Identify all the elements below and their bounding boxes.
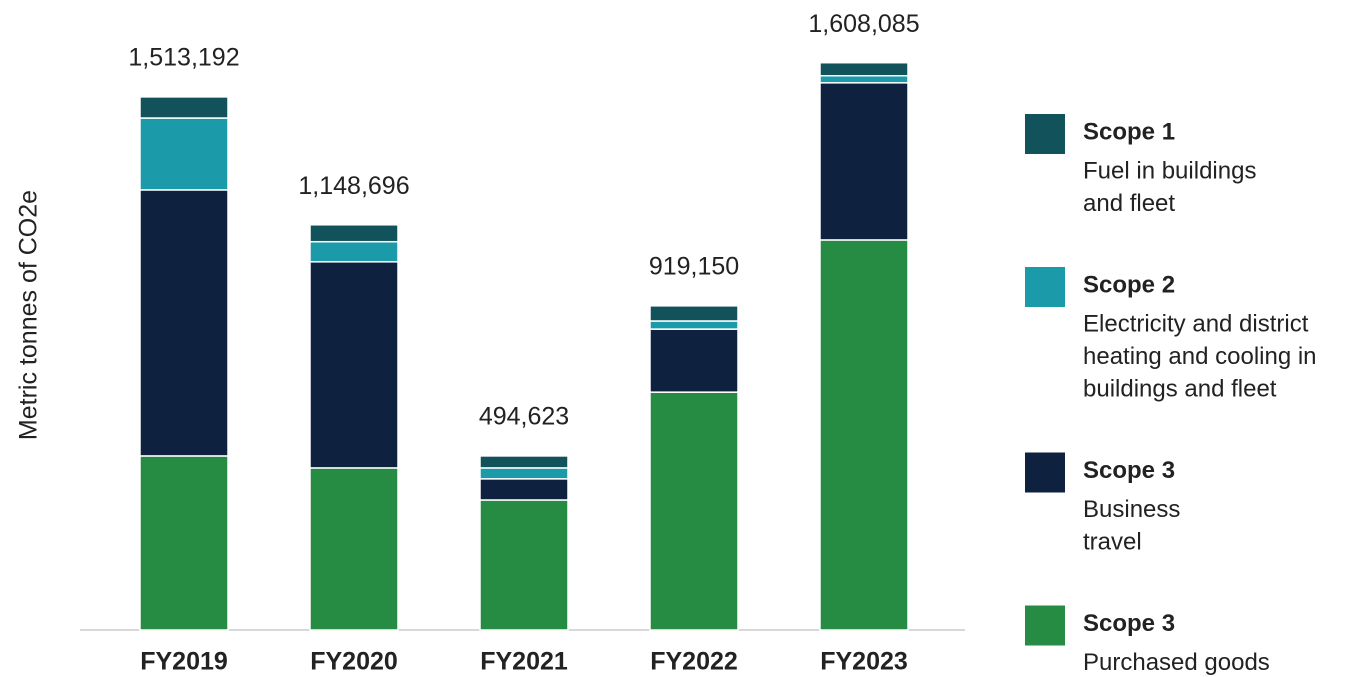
legend-title: Scope 3 — [1083, 610, 1175, 637]
legend-title: Scope 1 — [1083, 118, 1175, 145]
bar-segment — [309, 224, 399, 243]
legend-swatch — [1025, 114, 1065, 154]
bar-segment — [649, 391, 739, 631]
legend-description: and fleet — [1083, 190, 1175, 217]
bar-segment — [819, 239, 909, 631]
total-label: 1,513,192 — [128, 43, 239, 71]
legend-description: heating and cooling in — [1083, 343, 1317, 370]
bar-segment — [649, 320, 739, 330]
bar-segment — [819, 61, 909, 77]
legend-title: Scope 3 — [1083, 457, 1175, 484]
bar-segment — [819, 82, 909, 241]
legend-description: Business — [1083, 496, 1180, 523]
bar-segment — [649, 328, 739, 393]
bar-segment — [819, 74, 909, 84]
bar-segment — [309, 240, 399, 263]
bar-segment — [139, 96, 229, 119]
bar-segment — [139, 189, 229, 457]
legend-swatch — [1025, 267, 1065, 307]
bar-segment — [309, 261, 399, 469]
total-label: 1,148,696 — [298, 172, 409, 200]
legend-description: Fuel in buildings — [1083, 157, 1256, 184]
bar-segment — [479, 478, 569, 501]
bar-segment — [139, 117, 229, 191]
legend-description: buildings and fleet — [1083, 375, 1277, 402]
legend-title: Scope 2 — [1083, 271, 1175, 298]
x-tick-label: FY2021 — [480, 648, 568, 676]
bar-segment — [649, 305, 739, 322]
bar-segment — [309, 467, 399, 631]
bar-segment — [479, 455, 569, 469]
legend-description: travel — [1083, 528, 1142, 555]
y-axis-label: Metric tonnes of CO2e — [15, 190, 43, 440]
bar-segment — [139, 455, 229, 631]
legend-description: Purchased goods — [1083, 649, 1270, 676]
x-tick-label: FY2019 — [140, 648, 228, 676]
legend-description: Electricity and district — [1083, 310, 1309, 337]
bar-segment — [479, 499, 569, 631]
legend-swatch — [1025, 452, 1065, 493]
x-tick-label: FY2023 — [820, 648, 908, 676]
x-tick-label: FY2020 — [310, 648, 398, 676]
legend-swatch — [1025, 605, 1065, 646]
bar-segment — [479, 467, 569, 480]
total-label: 1,608,085 — [808, 10, 919, 38]
total-label: 494,623 — [479, 402, 569, 430]
total-label: 919,150 — [649, 253, 739, 281]
x-tick-label: FY2022 — [650, 648, 738, 676]
